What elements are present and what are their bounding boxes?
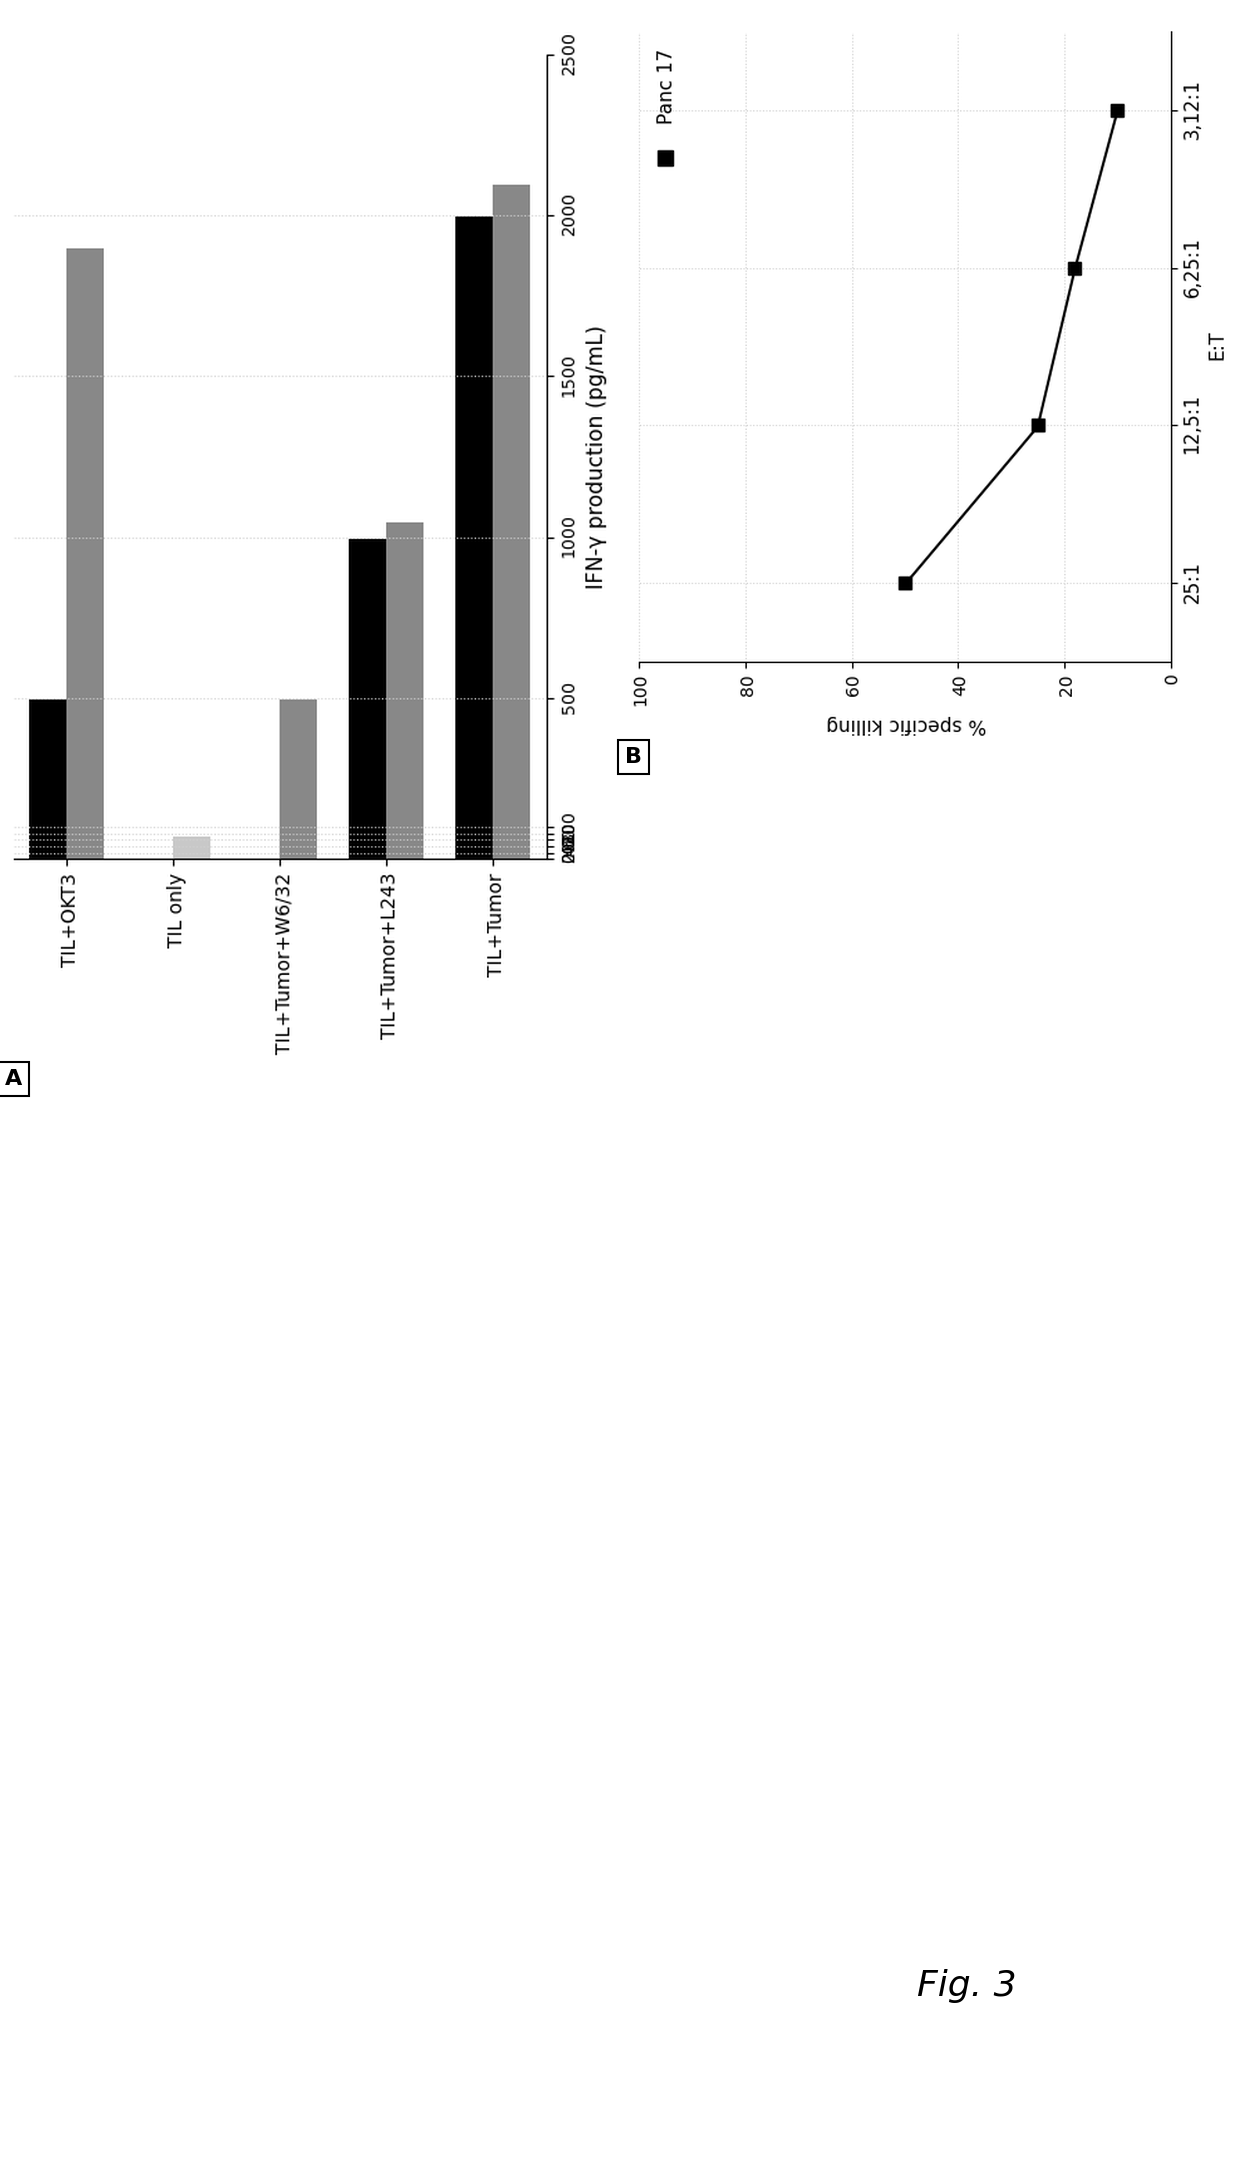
Text: A: A bbox=[5, 1069, 22, 1088]
Text: B: B bbox=[625, 747, 642, 766]
Text: Fig. 3: Fig. 3 bbox=[918, 1969, 1017, 2004]
